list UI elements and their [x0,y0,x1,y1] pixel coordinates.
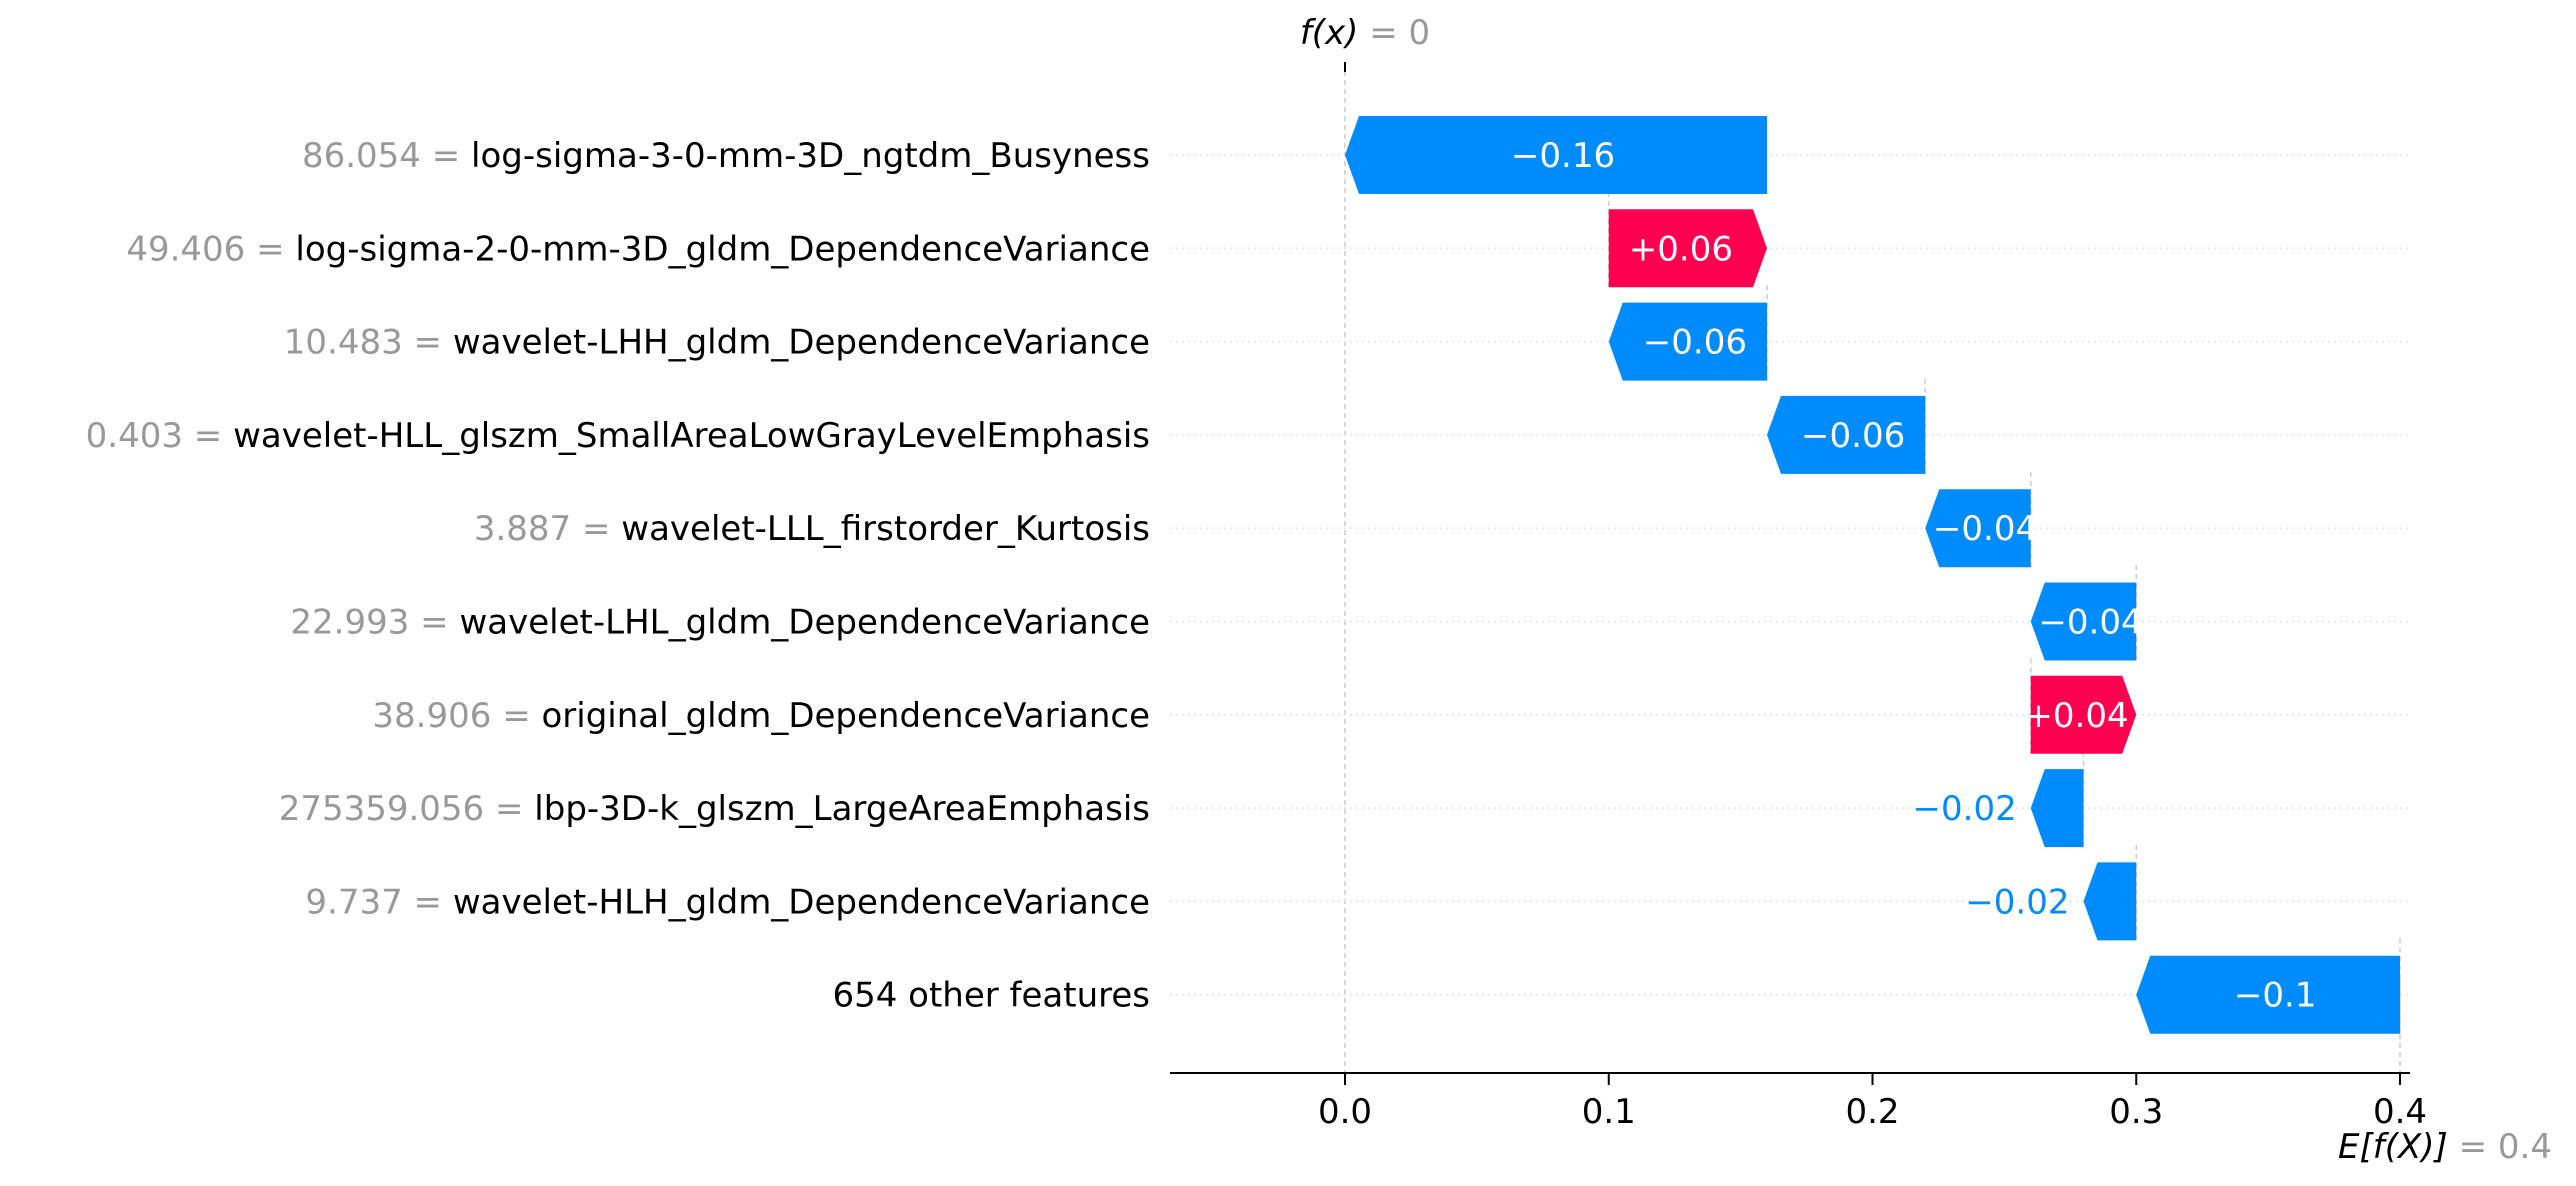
feature-name: original_gldm_DependenceVariance [542,696,1151,736]
feature-label: 86.054 = log-sigma-3-0-mm-3D_ngtdm_Busyn… [302,136,1150,176]
feature-name: lbp-3D-k_glszm_LargeAreaEmphasis [534,789,1150,829]
x-axis: 0.0 0.1 0.2 0.3 0.4 [1170,1072,2427,1132]
feature-name: 654 other features [832,976,1150,1016]
contribution-label: −0.02 [1965,882,2069,922]
bars-layer [1345,116,2400,1034]
feature-value: 9.737 = [305,882,452,922]
feature-label: 10.483 = wavelet-LHH_gldm_DependenceVari… [284,323,1150,363]
feature-value: 86.054 = [302,136,471,176]
feature-name: wavelet-LHL_gldm_DependenceVariance [459,603,1150,643]
contribution-label: −0.04 [2038,603,2142,643]
output-annotation: f(x) = 0 [1300,13,1430,53]
feature-label: 9.737 = wavelet-HLH_gldm_DependenceVaria… [305,882,1150,922]
feature-label: 22.993 = wavelet-LHL_gldm_DependenceVari… [290,603,1150,643]
contribution-label: −0.02 [1913,789,2017,829]
x-tick-label: 0.4 [2373,1092,2427,1132]
x-tick-label: 0.1 [1582,1092,1636,1132]
base-annotation: E[f(X)] = 0.4 [2338,1127,2552,1167]
negative-bar [1925,489,2031,568]
x-tick-label: 0.0 [1318,1092,1372,1132]
contribution-label: +0.06 [1629,229,1733,269]
x-tick-label: 0.2 [1845,1092,1899,1132]
output-symbol: f(x) [1300,13,1369,53]
feature-value: 49.406 = [126,229,295,269]
feature-value: 38.906 = [372,696,541,736]
negative-bar [1345,116,1767,194]
grid-layer [1170,62,2410,1073]
feature-value: 22.993 = [290,603,459,643]
negative-bar [1608,302,1767,381]
feature-label: 3.887 = wavelet-LLL_firstorder_Kurtosis [474,509,1150,549]
feature-name: wavelet-LLL_firstorder_Kurtosis [621,509,1150,549]
feature-name: wavelet-LHH_gldm_DependenceVariance [453,323,1150,363]
feature-label: 275359.056 = lbp-3D-k_glszm_LargeAreaEmp… [279,789,1150,829]
feature-name: wavelet-HLH_gldm_DependenceVariance [453,882,1150,922]
negative-bar [2083,862,2137,941]
feature-value: 0.403 = [86,416,233,456]
labels-layer: −0.16 86.054 = log-sigma-3-0-mm-3D_ngtdm_… [86,136,2317,1016]
feature-value: 10.483 = [284,323,453,363]
feature-value: 275359.056 = [279,789,535,829]
contribution-label: −0.06 [1801,416,1905,456]
feature-label: 0.403 = wavelet-HLL_glszm_SmallAreaLowGr… [86,416,1150,456]
contribution-label: −0.16 [1511,136,1615,176]
contribution-label: −0.1 [2234,976,2317,1016]
negative-bar [1767,395,1926,474]
contribution-label: −0.04 [1933,509,2037,549]
positive-bar [2030,675,2137,754]
output-value: = 0 [1369,13,1430,53]
base-symbol: E[f(X)] [2338,1127,2459,1167]
annotations: f(x) = 0 E[f(X)] = 0.4 [1300,13,2552,1167]
positive-bar [1608,209,1767,288]
negative-bar [2030,582,2137,661]
feature-label: 49.406 = log-sigma-2-0-mm-3D_gldm_Depend… [126,229,1150,269]
negative-bar [2136,955,2400,1034]
feature-value: 3.887 = [474,509,621,549]
x-tick-label: 0.3 [2109,1092,2163,1132]
feature-label: 654 other features [832,976,1150,1016]
feature-name: wavelet-HLL_glszm_SmallAreaLowGrayLevelE… [233,416,1150,456]
negative-bar [2030,769,2084,848]
feature-name: log-sigma-3-0-mm-3D_ngtdm_Busyness [471,136,1150,176]
base-value: = 0.4 [2459,1127,2552,1167]
feature-name: log-sigma-2-0-mm-3D_gldm_DependenceVaria… [295,229,1150,269]
contribution-label: −0.06 [1643,323,1747,363]
feature-label: 38.906 = original_gldm_DependenceVarianc… [372,696,1150,736]
contribution-label: +0.04 [2024,696,2128,736]
